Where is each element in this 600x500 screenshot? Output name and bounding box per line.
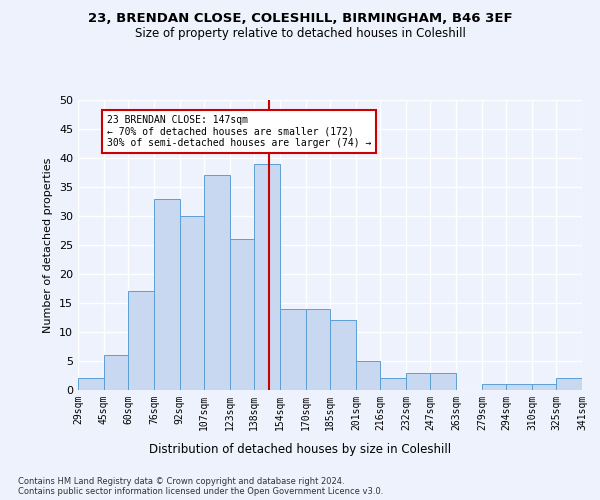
Bar bbox=[330, 320, 356, 390]
Text: 23, BRENDAN CLOSE, COLESHILL, BIRMINGHAM, B46 3EF: 23, BRENDAN CLOSE, COLESHILL, BIRMINGHAM… bbox=[88, 12, 512, 26]
Bar bbox=[180, 216, 204, 390]
Bar bbox=[306, 309, 330, 390]
Bar bbox=[556, 378, 582, 390]
Bar bbox=[482, 384, 506, 390]
Text: Contains HM Land Registry data © Crown copyright and database right 2024.: Contains HM Land Registry data © Crown c… bbox=[18, 478, 344, 486]
Bar bbox=[154, 198, 180, 390]
Bar bbox=[204, 176, 230, 390]
Bar bbox=[380, 378, 406, 390]
Text: Size of property relative to detached houses in Coleshill: Size of property relative to detached ho… bbox=[134, 28, 466, 40]
Bar bbox=[280, 309, 306, 390]
Text: Distribution of detached houses by size in Coleshill: Distribution of detached houses by size … bbox=[149, 442, 451, 456]
Bar bbox=[506, 384, 532, 390]
Bar bbox=[78, 378, 104, 390]
Bar bbox=[128, 292, 154, 390]
Text: Contains public sector information licensed under the Open Government Licence v3: Contains public sector information licen… bbox=[18, 488, 383, 496]
Bar bbox=[254, 164, 280, 390]
Bar bbox=[230, 239, 254, 390]
Bar bbox=[430, 372, 456, 390]
Y-axis label: Number of detached properties: Number of detached properties bbox=[43, 158, 53, 332]
Bar bbox=[356, 361, 380, 390]
Bar bbox=[532, 384, 556, 390]
Bar bbox=[104, 355, 128, 390]
Bar bbox=[406, 372, 430, 390]
Text: 23 BRENDAN CLOSE: 147sqm
← 70% of detached houses are smaller (172)
30% of semi-: 23 BRENDAN CLOSE: 147sqm ← 70% of detach… bbox=[107, 114, 371, 148]
